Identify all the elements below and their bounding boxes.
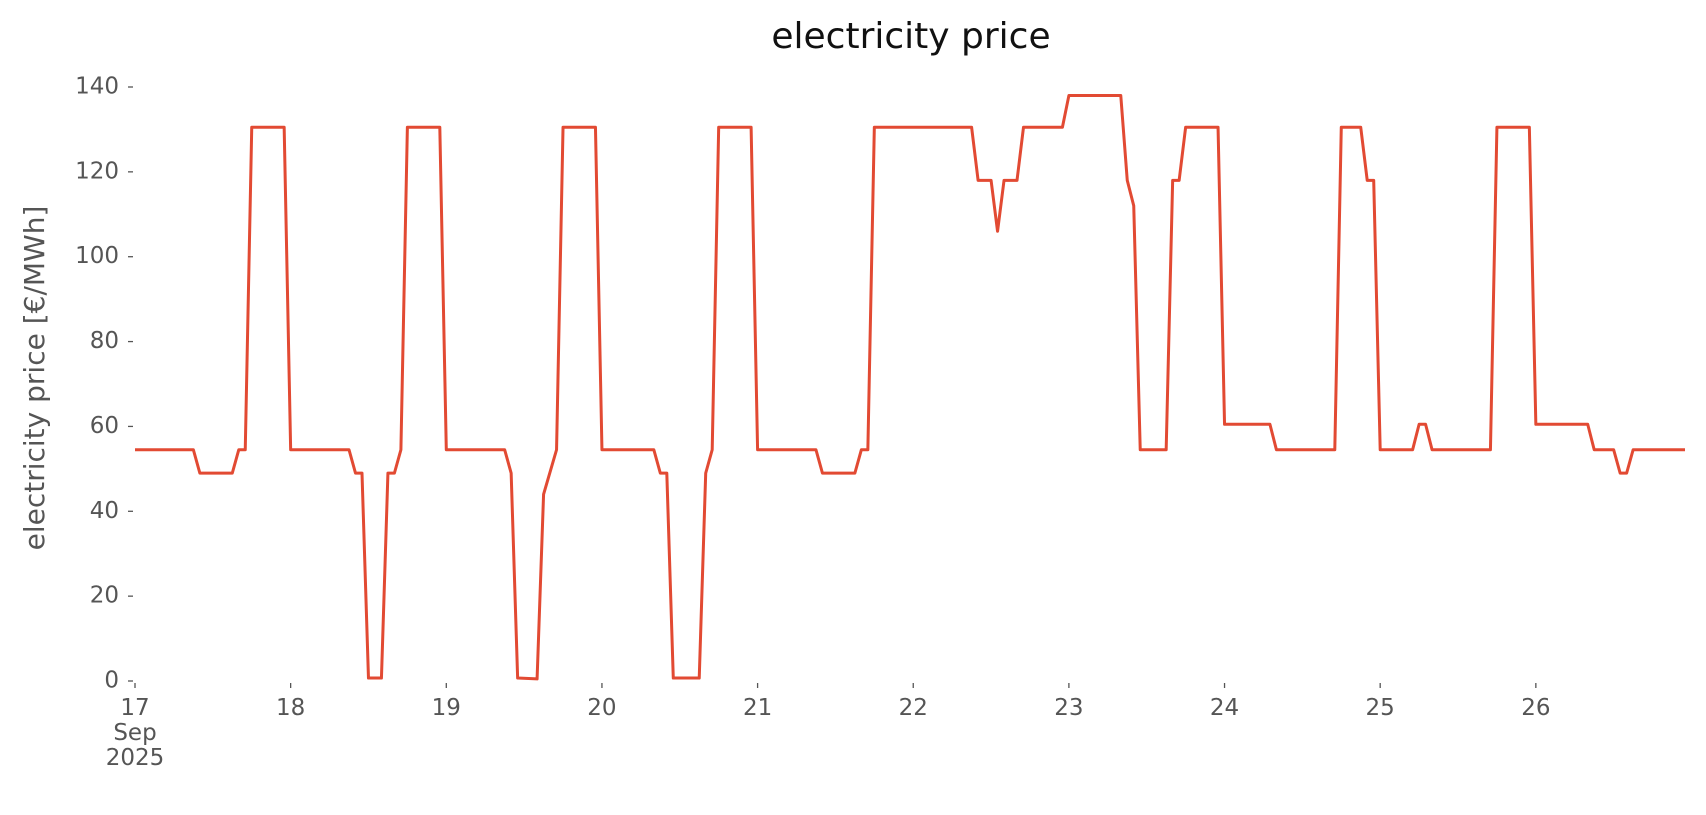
y-axis-label: electricity price [€/MWh] bbox=[18, 206, 51, 551]
y-tick-label: 80 bbox=[90, 328, 119, 354]
y-tick-label: 100 bbox=[75, 243, 119, 269]
x-tick-label: 23 bbox=[1054, 695, 1084, 721]
x-tick-label: 22 bbox=[898, 695, 928, 721]
x-tick-label: 25 bbox=[1365, 695, 1395, 721]
y-tick-label: 120 bbox=[75, 158, 119, 184]
price-line bbox=[135, 93, 1685, 681]
x-tick-label: 18 bbox=[276, 695, 306, 721]
chart-title: electricity price bbox=[771, 16, 1050, 57]
y-tick-label: 0 bbox=[104, 668, 119, 694]
x-tick-label: 21 bbox=[742, 695, 773, 721]
x-tick-label: 26 bbox=[1521, 695, 1551, 721]
x-tick-label: 20 bbox=[587, 695, 617, 721]
x-tick-label: 24 bbox=[1209, 695, 1240, 721]
x-tick-label: 17 Sep 2025 bbox=[105, 695, 165, 771]
y-tick-label: 140 bbox=[75, 74, 119, 100]
y-tick-label: 20 bbox=[90, 583, 119, 609]
x-tick-label: 19 bbox=[431, 695, 461, 721]
y-tick-label: 40 bbox=[90, 498, 119, 524]
y-tick-label: 60 bbox=[90, 413, 119, 439]
